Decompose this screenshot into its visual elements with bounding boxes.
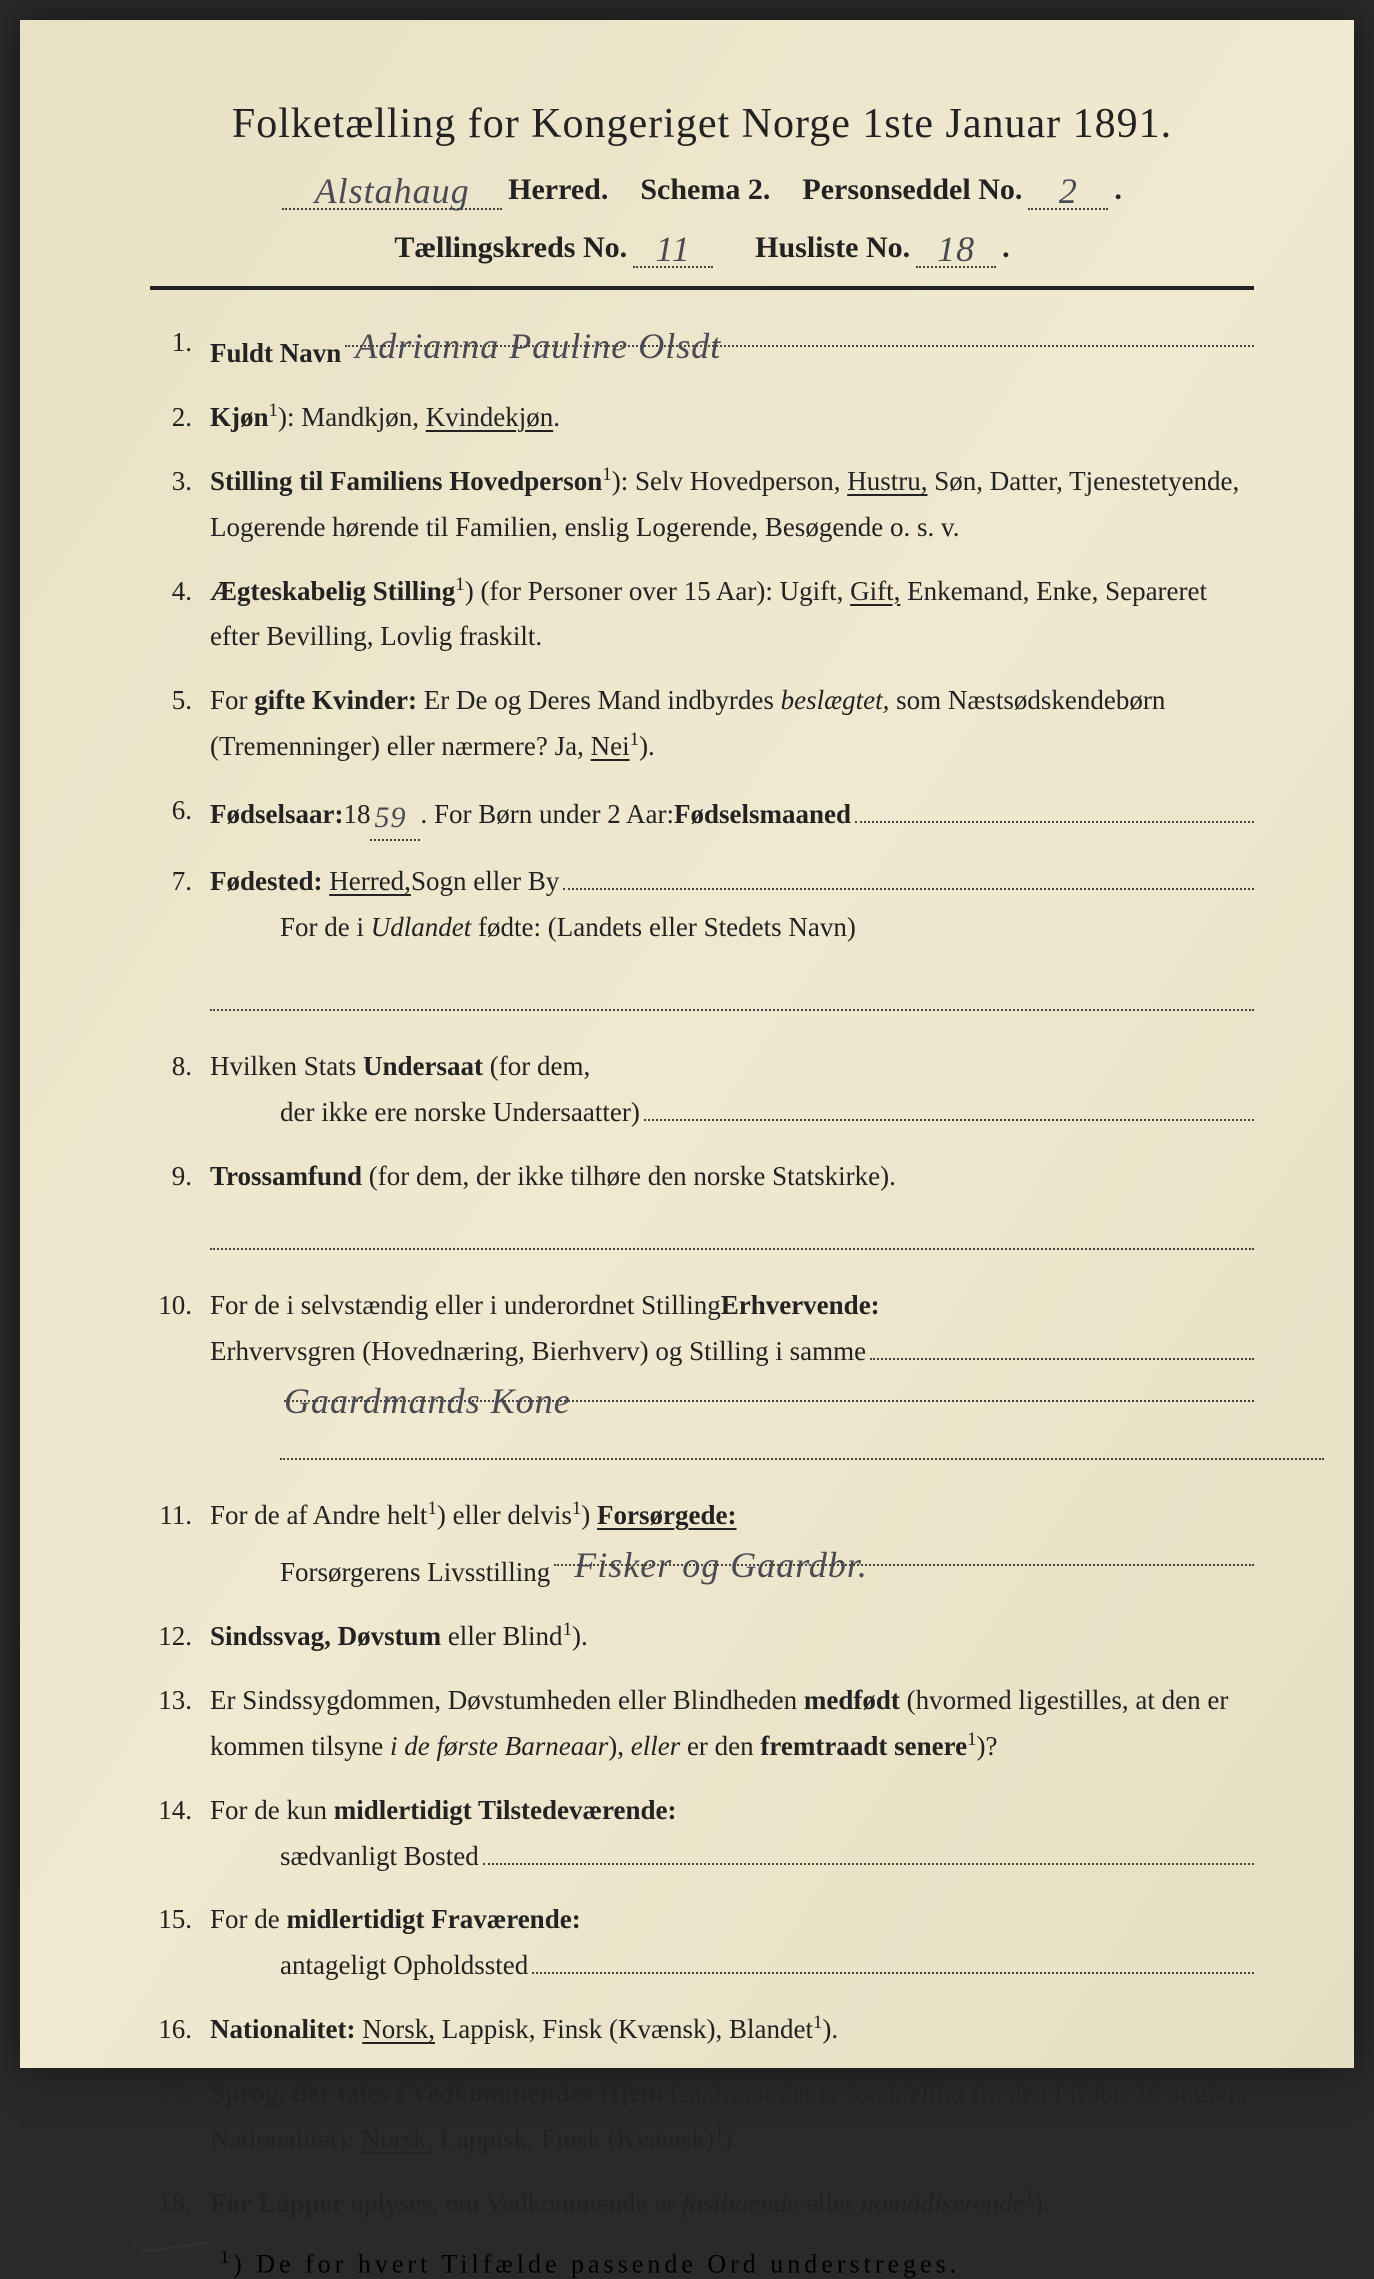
fodested-label: Fødested: [210, 859, 322, 905]
header-row-2: Tællingskreds No. 11 Husliste No. 18 . [150, 224, 1254, 268]
personseddel-field: 2 [1028, 166, 1108, 210]
nationalitet-selected: Norsk, [362, 2014, 435, 2044]
entry-num: 3. [150, 459, 210, 551]
sprog-selected: Norsk, [361, 2124, 434, 2154]
entry-14: 14. For de kun midlertidigt Tilstedevære… [150, 1788, 1254, 1880]
husliste-label: Husliste No. [755, 231, 910, 265]
undersaat-label: Undersaat [363, 1051, 483, 1081]
entry-6: 6. Fødselsaar: 1859. For Børn under 2 Aa… [150, 788, 1254, 841]
fuldt-navn-label: Fuldt Navn [210, 331, 341, 377]
entry-18: 18. For Lapper oplyses, om Vedkommende e… [150, 2181, 1254, 2227]
entry-10: 10. For de i selvstændig eller i underor… [150, 1283, 1254, 1475]
entry-num: 4. [150, 569, 210, 661]
entry-num: 14. [150, 1788, 210, 1880]
sindssvag-label: Sindssvag, Døvstum [210, 1621, 441, 1651]
entry-num: 13. [150, 1678, 210, 1770]
entry-15: 15. For de midlertidigt Fraværende: anta… [150, 1897, 1254, 1989]
census-form-page: Folketælling for Kongeriget Norge 1ste J… [20, 20, 1354, 2068]
forsorger-field: Fisker og Gaardbr. [554, 1539, 1254, 1566]
tilstedevaerende-label: midlertidigt Tilstedeværende: [334, 1795, 677, 1825]
erhverv-field: Gaardmands Kone [284, 1375, 1254, 1402]
entry-17: 17. Sprog, der tales i Vedkommendes Hjem… [150, 2071, 1254, 2163]
entry-5: 5. For gifte Kvinder: Er De og Deres Man… [150, 678, 1254, 770]
entry-2: 2. Kjøn1): Mandkjøn, Kvindekjøn. [150, 395, 1254, 441]
entry-3: 3. Stilling til Familiens Hovedperson1):… [150, 459, 1254, 551]
entry-13: 13. Er Sindssygdommen, Døvstumheden elle… [150, 1678, 1254, 1770]
form-title: Folketælling for Kongeriget Norge 1ste J… [150, 100, 1254, 148]
kjon-selected: Kvindekjøn [426, 402, 554, 432]
forsorgede-label: Forsørgede: [597, 1500, 736, 1530]
aegteskab-label: Ægteskabelig Stilling [210, 576, 455, 606]
entry-num: 8. [150, 1044, 210, 1136]
entry-num: 15. [150, 1897, 210, 1989]
personseddel-label: Personseddel No. [802, 173, 1022, 207]
sprog-label: Sprog, der tales i Vedkommendes Hjem [210, 2078, 664, 2108]
entry-num: 1. [150, 320, 210, 377]
entry-1: 1. Fuldt Navn Adrianna Pauline Olsdt [150, 320, 1254, 377]
entry-7: 7. Fødested: Herred, Sogn eller By For d… [150, 859, 1254, 1026]
entry-num: 7. [150, 859, 210, 1026]
fodselsaar-label: Fødselsaar: [210, 792, 343, 838]
herred-label: Herred. [508, 173, 608, 207]
entry-num: 6. [150, 788, 210, 841]
entry-num: 2. [150, 395, 210, 441]
erhverv-hand: Gaardmands Kone [284, 1381, 571, 1421]
entry-11: 11. For de af Andre helt1) eller delvis1… [150, 1493, 1254, 1596]
entry-num: 5. [150, 678, 210, 770]
forsorger-hand: Fisker og Gaardbr. [574, 1545, 868, 1585]
fravaerende-label: midlertidigt Fraværende: [287, 1904, 581, 1934]
stilling-selected: Hustru, [847, 466, 927, 496]
schema-label: Schema 2. [640, 173, 770, 207]
taellingskreds-label: Tællingskreds No. [394, 231, 627, 265]
herred-handwriting: Alstahaug [315, 171, 470, 211]
year-hand: 59 [374, 801, 406, 834]
fodested-selected: Herred, [329, 859, 411, 905]
aegteskab-selected: Gift, [850, 576, 900, 606]
entry-4: 4. Ægteskabelig Stilling1) (for Personer… [150, 569, 1254, 661]
lapper-label: For Lapper [210, 2188, 344, 2218]
entry-num: 9. [150, 1154, 210, 1265]
entry-num: 11. [150, 1493, 210, 1596]
taellingskreds-field: 11 [633, 224, 713, 268]
entry-num: 16. [150, 2007, 210, 2053]
trossamfund-label: Trossamfund [210, 1161, 362, 1191]
beslaegtet-selected: Nei [591, 731, 630, 761]
medfodt-label: medfødt [804, 1685, 900, 1715]
nationalitet-label: Nationalitet: [210, 2014, 355, 2044]
entry-12: 12. Sindssvag, Døvstum eller Blind1). [150, 1614, 1254, 1660]
entry-num: 12. [150, 1614, 210, 1660]
forsorger-label: Forsørgerens Livsstilling [280, 1550, 550, 1596]
fuldt-navn-hand: Adrianna Pauline Olsdt [355, 326, 721, 366]
footnote: 1) De for hvert Tilfælde passende Ord un… [150, 2247, 1254, 2279]
entry-num: 10. [150, 1283, 210, 1475]
entry-16: 16. Nationalitet: Norsk, Lappisk, Finsk … [150, 2007, 1254, 2053]
herred-field: Alstahaug [282, 166, 502, 210]
header-row-1: Alstahaug Herred. Schema 2. Personseddel… [150, 166, 1254, 210]
erhvervende-label: Erhvervende: [721, 1283, 880, 1329]
fremtraadt-label: fremtraadt senere [760, 1731, 967, 1761]
stilling-label: Stilling til Familiens Hovedperson [210, 466, 602, 496]
fodselsmaaned-label: Fødselsmaaned [674, 792, 851, 838]
entry-8: 8. Hvilken Stats Undersaat (for dem, der… [150, 1044, 1254, 1136]
kjon-label: Kjøn [210, 402, 269, 432]
form-header: Folketælling for Kongeriget Norge 1ste J… [150, 100, 1254, 268]
entry-9: 9. Trossamfund (for dem, der ikke tilhør… [150, 1154, 1254, 1265]
year-field: 59 [370, 788, 420, 841]
husliste-no: 18 [937, 229, 975, 269]
entry-num: 18. [150, 2181, 210, 2227]
personseddel-no: 2 [1059, 171, 1078, 211]
taellingskreds-no: 11 [655, 229, 690, 269]
husliste-field: 18 [916, 224, 996, 268]
fuldt-navn-field: Adrianna Pauline Olsdt [345, 320, 1254, 347]
header-divider [150, 286, 1254, 290]
gifte-kvinder-label: gifte Kvinder: [254, 685, 417, 715]
entry-num: 17. [150, 2071, 210, 2163]
